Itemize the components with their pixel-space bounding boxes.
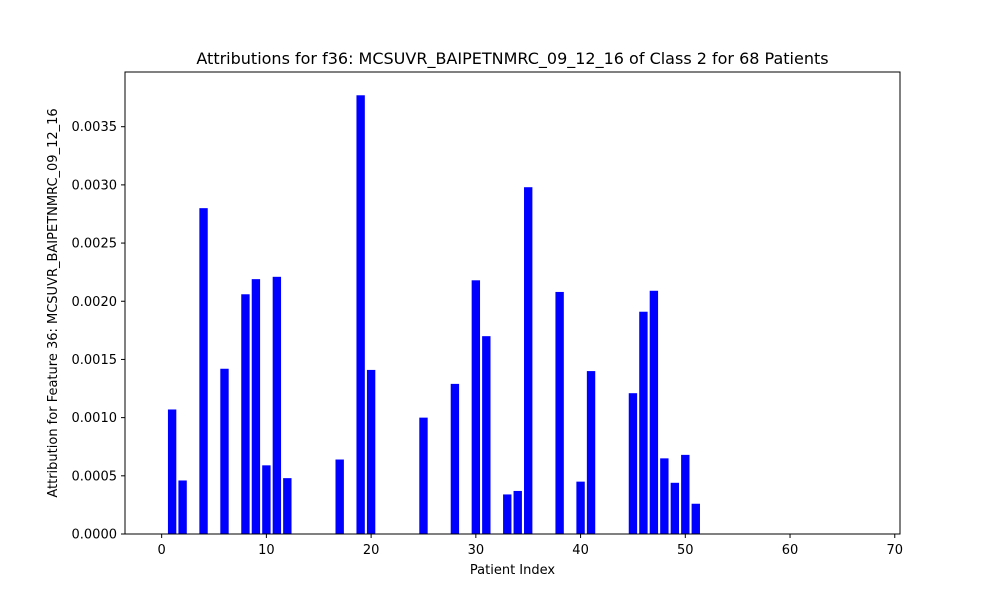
y-tick-label: 0.0025	[72, 237, 118, 252]
y-tick-label: 0.0015	[72, 353, 118, 368]
bar-patient-48	[660, 458, 669, 534]
x-tick-label: 10	[258, 543, 275, 558]
bar-patient-25	[419, 417, 428, 534]
x-tick-label: 20	[363, 543, 380, 558]
x-tick-label: 40	[572, 543, 589, 558]
x-tick-label: 60	[782, 543, 799, 558]
chart-title: Attributions for f36: MCSUVR_BAIPETNMRC_…	[196, 49, 828, 69]
bar-patient-8	[241, 294, 250, 534]
y-axis-ticks: 0.0000 0.0005 0.0010 0.0015 0.0020 0.0025 0.00…	[72, 120, 125, 543]
y-tick-label: 0.0020	[72, 295, 118, 310]
x-tick-label: 50	[677, 543, 694, 558]
bar-patient-40	[576, 481, 585, 534]
y-tick-label: 0.0005	[72, 469, 118, 484]
y-tick-label: 0.0000	[72, 528, 118, 543]
bar-patient-33	[503, 494, 512, 534]
bar-patient-38	[555, 291, 564, 534]
x-axis-ticks: 0 10 20 30 40 50 60 70	[158, 534, 903, 558]
bar-patient-9	[251, 279, 261, 534]
bar-patient-12	[283, 478, 292, 534]
bar-patient-19	[356, 95, 365, 534]
bar-patient-4	[199, 208, 208, 534]
bar-patient-34	[513, 490, 522, 534]
x-tick-label: 0	[158, 543, 166, 558]
y-tick-label: 0.0035	[72, 120, 118, 135]
y-tick-label: 0.0010	[72, 411, 118, 426]
y-tick-label: 0.0030	[72, 178, 118, 193]
bar-patient-51	[691, 503, 700, 534]
bar-patient-45	[628, 393, 638, 534]
bar-patient-1	[167, 409, 177, 534]
bar-patient-50	[681, 454, 690, 534]
x-axis-label: Patient Index	[470, 563, 555, 578]
bar-patient-31	[482, 336, 491, 534]
bar-patient-6	[220, 368, 229, 534]
bar-patient-2	[178, 480, 187, 534]
bar-patient-46	[639, 311, 648, 534]
bar-patient-17	[335, 459, 344, 534]
bar-patient-35	[524, 187, 533, 535]
bar-patient-49	[670, 482, 680, 534]
bar-patient-47	[649, 290, 659, 534]
bar-patient-28	[450, 383, 460, 534]
plot-frame	[124, 71, 901, 535]
bar-patient-11	[272, 276, 282, 534]
bar-patient-30	[471, 280, 481, 534]
bars-group	[167, 95, 700, 535]
x-tick-label: 30	[468, 543, 485, 558]
bar-patient-10	[262, 465, 271, 534]
bar-patient-41	[586, 371, 596, 534]
x-tick-label: 70	[886, 543, 903, 558]
y-axis-label: Attribution for Feature 36: MCSUVR_BAIPE…	[46, 108, 61, 497]
bar-patient-20	[366, 369, 376, 534]
